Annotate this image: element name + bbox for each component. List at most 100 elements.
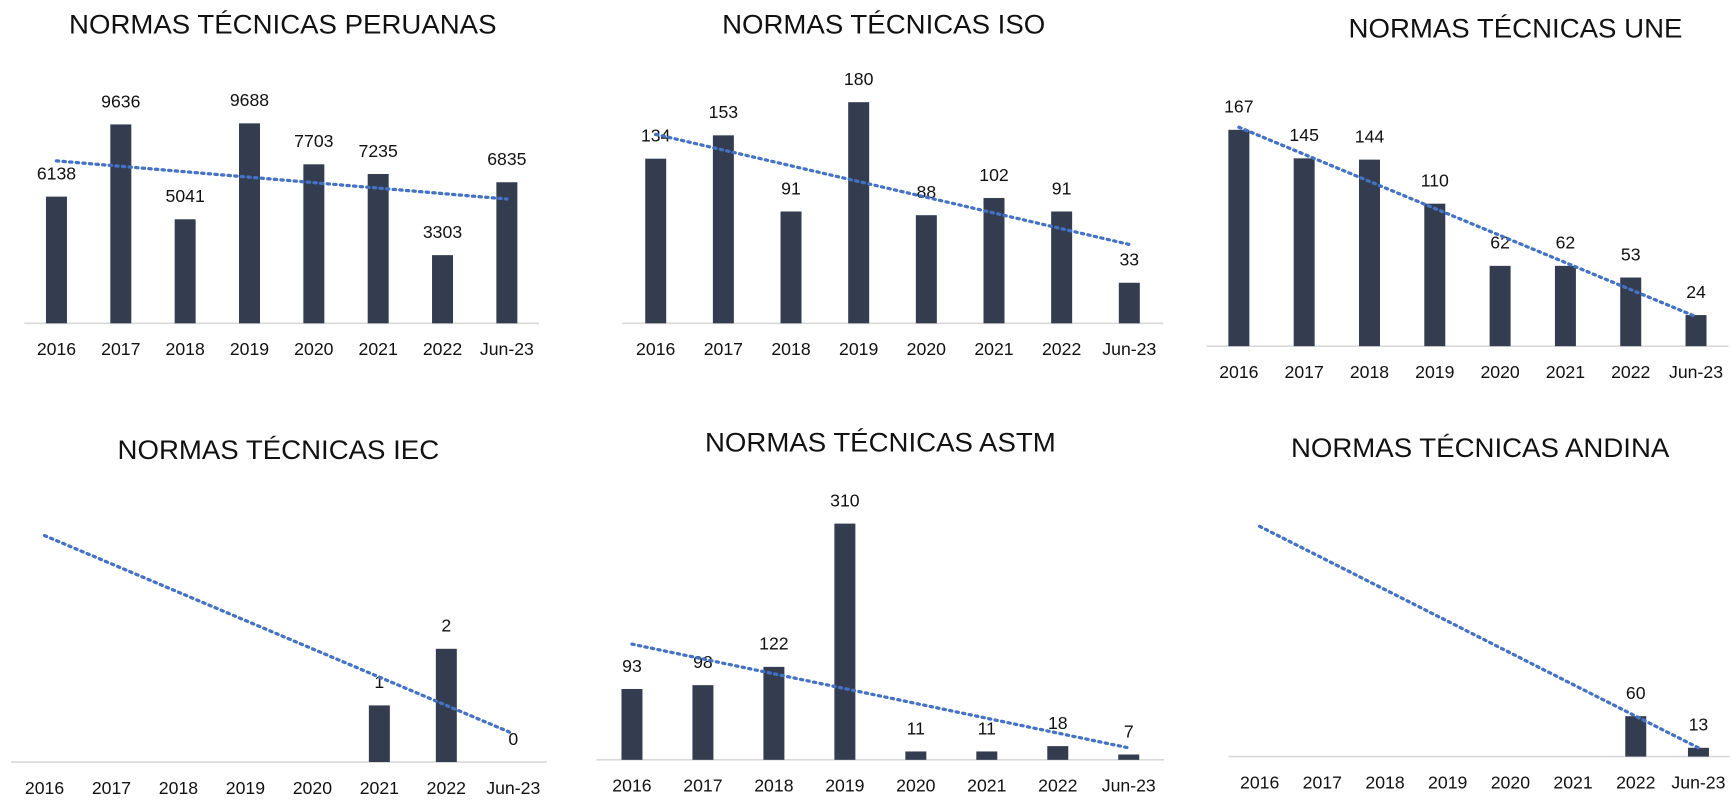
x-tick-label: 2019 [226, 778, 265, 798]
x-tick-label: 2017 [1303, 773, 1342, 793]
bar [496, 182, 518, 324]
bar [174, 219, 196, 324]
x-tick-label: 2020 [293, 778, 333, 798]
x-tick-label: 2018 [1350, 362, 1389, 382]
data-label: 3303 [423, 222, 462, 242]
bar [780, 211, 802, 324]
data-label: 62 [1556, 233, 1576, 253]
trendline [654, 132, 1131, 247]
x-tick-label: 2016 [1240, 773, 1279, 793]
bar [976, 751, 998, 760]
data-label: 53 [1621, 244, 1641, 264]
bar [303, 164, 325, 324]
bar [763, 666, 785, 760]
x-tick-label: 2022 [1042, 339, 1081, 359]
x-tick-label: 2016 [37, 339, 76, 359]
bar [848, 102, 870, 324]
bar [834, 523, 856, 760]
x-tick-label: Jun-23 [480, 339, 534, 359]
data-label: 24 [1686, 282, 1706, 302]
data-label: 9688 [230, 90, 269, 110]
x-tick-label: 2021 [359, 339, 398, 359]
bar [1118, 282, 1140, 324]
x-tick-label: 2022 [1038, 776, 1077, 796]
x-tick-label: 2019 [825, 776, 864, 796]
trendline [630, 642, 1131, 750]
trendline [54, 159, 509, 201]
x-tick-label: 2020 [1480, 362, 1520, 382]
x-tick-label: 2017 [704, 339, 743, 359]
bar [1620, 277, 1642, 347]
data-label: 145 [1289, 125, 1319, 145]
x-tick-label: 2017 [92, 778, 131, 798]
x-tick-label: 2017 [1285, 362, 1324, 382]
data-label: 11 [907, 718, 925, 738]
x-tick-label: 2022 [423, 339, 462, 359]
data-label: 11 [978, 718, 996, 738]
x-tick-label: 2020 [907, 339, 947, 359]
data-label: 102 [979, 165, 1008, 185]
bar [1051, 211, 1073, 324]
data-label: 167 [1224, 97, 1253, 117]
bar [239, 123, 260, 324]
chart-title: NORMAS TÉCNICAS UNE [1349, 13, 1683, 44]
data-label: 1 [374, 672, 384, 692]
data-label: 6835 [487, 149, 527, 169]
bar [1293, 158, 1315, 347]
x-tick-label: 2017 [101, 339, 140, 359]
bar [1424, 203, 1446, 347]
bar [621, 688, 643, 760]
bar [692, 685, 714, 760]
x-tick-label: 2019 [1415, 362, 1454, 382]
x-tick-label: 2021 [360, 778, 399, 798]
bar [645, 158, 667, 324]
x-tick-label: 2017 [683, 776, 722, 796]
bar [905, 751, 927, 760]
x-tick-label: Jun-23 [1102, 776, 1156, 796]
bar [1554, 265, 1576, 347]
data-label: 144 [1355, 127, 1385, 147]
data-label: 13 [1689, 715, 1709, 735]
x-tick-label: 2022 [427, 778, 466, 798]
trendline [42, 533, 515, 736]
x-tick-label: Jun-23 [486, 778, 540, 798]
chart-title: NORMAS TÉCNICAS IEC [118, 434, 440, 465]
bar [712, 135, 734, 324]
data-label: 310 [830, 491, 860, 511]
x-tick-label: 2019 [230, 339, 269, 359]
x-tick-label: 2020 [294, 339, 334, 359]
x-tick-label: 2021 [1553, 773, 1592, 793]
data-label: 153 [709, 102, 738, 122]
x-tick-label: 2022 [1611, 362, 1650, 382]
x-tick-label: 2022 [1616, 773, 1655, 793]
bar [1685, 315, 1707, 347]
x-tick-label: 2020 [1491, 773, 1531, 793]
data-label: 122 [759, 634, 788, 654]
data-label: 33 [1119, 250, 1139, 270]
data-label: 180 [844, 69, 874, 89]
x-tick-label: 2016 [636, 339, 675, 359]
x-tick-label: Jun-23 [1671, 773, 1725, 793]
chart-title: NORMAS TÉCNICAS ASTM [705, 427, 1056, 458]
bar [368, 705, 390, 763]
bar [1358, 159, 1380, 347]
data-label: 9636 [101, 91, 140, 111]
bar [1228, 129, 1250, 347]
data-label: 5041 [166, 186, 205, 206]
data-label: 93 [622, 656, 642, 676]
x-tick-label: 2018 [754, 776, 793, 796]
x-tick-label: 2021 [967, 776, 1006, 796]
data-label: 91 [1052, 178, 1072, 198]
x-tick-label: 2019 [1428, 773, 1467, 793]
data-label: 7 [1124, 721, 1134, 741]
x-tick-label: 2021 [974, 339, 1013, 359]
bar [915, 215, 937, 324]
x-tick-label: 2018 [166, 339, 205, 359]
data-label: 2 [441, 616, 451, 636]
data-label: 0 [508, 729, 518, 749]
bar [45, 196, 67, 324]
trendline [1237, 125, 1698, 319]
chart-title: NORMAS TÉCNICAS ISO [722, 8, 1045, 39]
data-label: 7235 [359, 141, 399, 161]
x-tick-label: 2020 [896, 776, 936, 796]
